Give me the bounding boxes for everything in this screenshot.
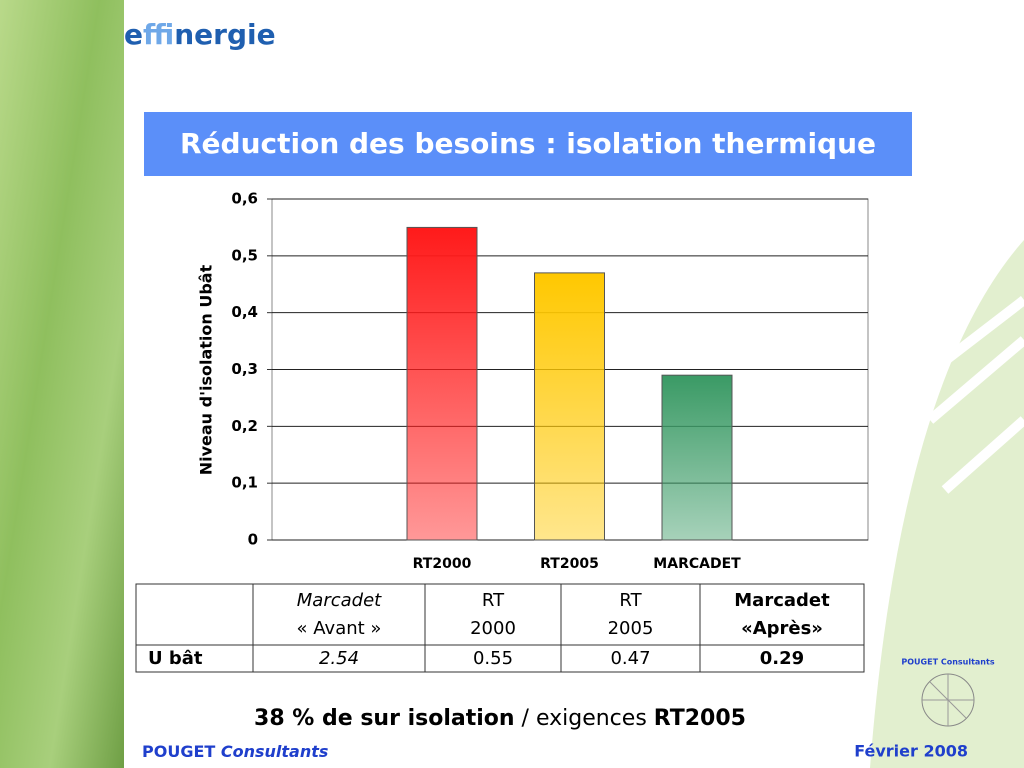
conclusion: 38 % de sur isolation / exigences RT2005 bbox=[254, 706, 746, 731]
footer-date: Février 2008 bbox=[854, 742, 968, 761]
table-header: Marcadet bbox=[297, 590, 382, 611]
x-tick-label: RT2005 bbox=[540, 556, 599, 572]
chart: 0 0,1 0,2 0,3 0,4 0,5 0,6 RT2000 RT2005 MARCADET bbox=[231, 190, 868, 572]
logo-part: nergie bbox=[174, 18, 275, 51]
y-tick-label: 0,1 bbox=[231, 474, 258, 492]
table-header: RT bbox=[619, 590, 642, 611]
table-header: Marcadet bbox=[734, 590, 830, 611]
table-cell: U bât bbox=[148, 648, 203, 669]
leaf-lines bbox=[916, 296, 1024, 494]
footer-company: POUGET Consultants bbox=[142, 742, 328, 761]
conclusion-part: / exigences bbox=[515, 706, 654, 731]
table-header: « Avant » bbox=[297, 618, 382, 639]
y-tick-label: 0 bbox=[248, 531, 258, 549]
table-cell: 0.29 bbox=[760, 648, 804, 669]
table-header: 2000 bbox=[470, 618, 516, 639]
logo: effinergie bbox=[124, 18, 276, 51]
table-border bbox=[135, 583, 865, 673]
x-tick-label: RT2000 bbox=[413, 556, 472, 572]
y-tick-label: 0,6 bbox=[231, 190, 258, 208]
table-header: «Après» bbox=[741, 618, 823, 639]
y-tick-label: 0,5 bbox=[231, 246, 258, 264]
badge-text: POUGET Consultants bbox=[901, 658, 994, 667]
table-cell: 0.55 bbox=[473, 648, 513, 669]
grass-strip bbox=[0, 0, 124, 768]
bar bbox=[406, 226, 478, 541]
footer-part: POUGET bbox=[142, 742, 215, 761]
badge-icon-lines bbox=[922, 674, 974, 726]
conclusion-part: 38 % de sur isolation bbox=[254, 706, 515, 731]
title-box bbox=[144, 112, 912, 176]
table-cell: 2.54 bbox=[319, 648, 359, 669]
bar bbox=[661, 374, 733, 541]
x-tick-label: MARCADET bbox=[653, 556, 741, 572]
table-header: RT bbox=[482, 590, 505, 611]
logo-part: e bbox=[124, 18, 143, 51]
slide-title: Réduction des besoins : isolation thermi… bbox=[180, 127, 876, 160]
table: Marcadet « Avant » RT 2000 RT 2005 Marcadet «Ap… bbox=[135, 583, 865, 673]
y-tick-label: 0,3 bbox=[231, 360, 258, 378]
y-axis-label: Niveau d'isolation Ubât bbox=[197, 264, 216, 475]
table-cell: 0.47 bbox=[610, 648, 650, 669]
bar bbox=[534, 272, 605, 541]
footer-part: Consultants bbox=[221, 742, 329, 761]
conclusion-part: RT2005 bbox=[654, 706, 746, 731]
y-tick-label: 0,4 bbox=[231, 303, 258, 321]
logo-part: ffi bbox=[143, 18, 174, 51]
y-tick-label: 0,2 bbox=[231, 417, 258, 435]
table-header: 2005 bbox=[608, 618, 654, 639]
